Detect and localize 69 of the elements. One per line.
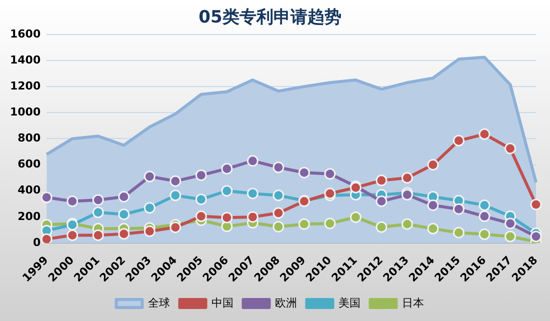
point xyxy=(92,194,104,206)
point xyxy=(272,162,284,174)
point xyxy=(504,218,516,230)
legend-label: 欧洲 xyxy=(274,296,297,310)
point xyxy=(376,221,388,233)
point xyxy=(272,220,284,232)
legend-label: 中国 xyxy=(211,296,234,310)
point xyxy=(170,222,182,234)
point xyxy=(401,172,413,184)
point xyxy=(195,169,207,181)
point xyxy=(246,155,258,167)
point xyxy=(452,203,464,215)
legend-label: 美国 xyxy=(338,296,360,310)
chart-title: 05类专利申请趋势 xyxy=(198,8,342,28)
point xyxy=(195,194,207,206)
point xyxy=(530,198,542,210)
y-tick-label: 600 xyxy=(18,158,41,171)
y-tick-label: 400 xyxy=(18,184,41,197)
y-tick-label: 1200 xyxy=(10,79,41,92)
point xyxy=(478,210,490,222)
point xyxy=(324,218,336,230)
point xyxy=(350,211,362,223)
point xyxy=(170,190,182,202)
point xyxy=(478,228,490,240)
point xyxy=(118,190,130,202)
point xyxy=(246,211,258,223)
point xyxy=(298,218,310,230)
point xyxy=(40,233,52,244)
point xyxy=(118,208,130,220)
point xyxy=(478,128,490,140)
y-tick-label: 1600 xyxy=(10,27,41,40)
point xyxy=(324,168,336,180)
y-tick-label: 1000 xyxy=(10,105,41,118)
point xyxy=(118,228,130,240)
point xyxy=(530,230,542,242)
point xyxy=(40,192,52,204)
point xyxy=(478,199,490,211)
point xyxy=(221,185,233,197)
point xyxy=(427,222,439,234)
point xyxy=(298,166,310,178)
point xyxy=(144,202,156,214)
point xyxy=(427,159,439,171)
point xyxy=(401,218,413,230)
point xyxy=(504,142,516,154)
point xyxy=(376,174,388,186)
point xyxy=(272,207,284,219)
point xyxy=(452,226,464,238)
point xyxy=(170,175,182,187)
point xyxy=(504,230,516,242)
point xyxy=(221,162,233,174)
point xyxy=(427,199,439,211)
y-tick-label: 1400 xyxy=(10,53,41,66)
point xyxy=(221,212,233,224)
y-tick-label: 0 xyxy=(32,236,41,249)
point xyxy=(144,226,156,238)
legend-label: 日本 xyxy=(402,296,424,310)
point xyxy=(66,229,78,241)
point xyxy=(92,229,104,241)
point xyxy=(376,196,388,208)
point xyxy=(66,196,78,208)
y-tick-label: 800 xyxy=(18,132,41,145)
y-tick-label: 200 xyxy=(18,210,41,223)
point xyxy=(195,210,207,222)
point xyxy=(452,134,464,146)
legend-label: 全球 xyxy=(148,296,170,310)
point xyxy=(144,170,156,182)
point xyxy=(246,188,258,200)
point xyxy=(92,206,104,218)
point xyxy=(272,190,284,202)
